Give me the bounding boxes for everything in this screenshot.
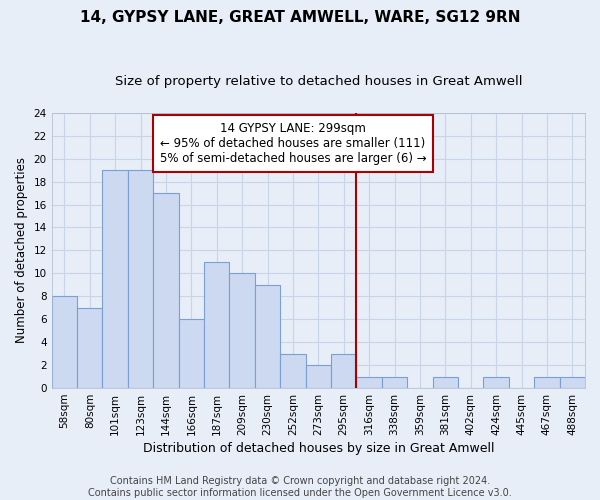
X-axis label: Distribution of detached houses by size in Great Amwell: Distribution of detached houses by size … (143, 442, 494, 455)
Bar (255, 285, 280, 388)
Text: 14, GYPSY LANE, GREAT AMWELL, WARE, SG12 9RN: 14, GYPSY LANE, GREAT AMWELL, WARE, SG12… (80, 10, 520, 25)
Bar (128, 170, 153, 388)
Bar (534, 376, 560, 388)
Title: Size of property relative to detached houses in Great Amwell: Size of property relative to detached ho… (115, 75, 522, 88)
Bar (52, 296, 77, 388)
Text: Contains HM Land Registry data © Crown copyright and database right 2024.
Contai: Contains HM Land Registry data © Crown c… (88, 476, 512, 498)
Y-axis label: Number of detached properties: Number of detached properties (15, 158, 28, 344)
Bar (204, 262, 229, 388)
Bar (433, 376, 458, 388)
Bar (153, 193, 179, 388)
Bar (103, 170, 128, 388)
Bar (305, 365, 331, 388)
Bar (484, 376, 509, 388)
Bar (382, 376, 407, 388)
Text: 14 GYPSY LANE: 299sqm
← 95% of detached houses are smaller (111)
5% of semi-deta: 14 GYPSY LANE: 299sqm ← 95% of detached … (160, 122, 426, 165)
Bar (560, 376, 585, 388)
Bar (280, 354, 305, 388)
Bar (356, 376, 382, 388)
Bar (77, 308, 103, 388)
Bar (229, 274, 255, 388)
Bar (179, 319, 204, 388)
Bar (331, 354, 356, 388)
